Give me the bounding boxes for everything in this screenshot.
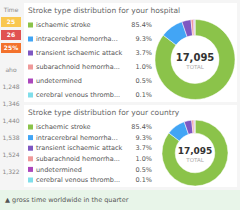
- legend-value: 1.0%: [135, 155, 152, 163]
- sidebar-number: 1,524: [2, 151, 19, 158]
- donut-slice: [162, 120, 228, 186]
- donut-slice: [193, 20, 194, 36]
- legend-label: undetermined: [36, 77, 82, 85]
- center-label: TOTAL: [185, 64, 204, 70]
- legend-swatch: [28, 146, 33, 151]
- legend-label: ischaemic stroke: [36, 21, 91, 29]
- chart-panel: Stroke type distribution for your hospit…: [24, 3, 237, 102]
- chart-title: Stroke type distribution for your countr…: [28, 108, 180, 117]
- legend-swatch: [28, 178, 33, 183]
- panel-background: [24, 3, 237, 102]
- footer-bar: [0, 190, 240, 210]
- legend-label: intracerebral hemorrha...: [36, 134, 118, 142]
- center-label: TOTAL: [185, 157, 204, 163]
- sidebar-number: aho: [5, 66, 16, 73]
- donut-slice: [191, 20, 194, 36]
- legend-swatch: [28, 37, 33, 42]
- legend-label: undetermined: [36, 166, 82, 174]
- background: [0, 0, 240, 210]
- dashboard: Time 25 26 25% aho 1,248 1,346 1,440 1,538 1,524 1…: [0, 0, 240, 210]
- sidebar-number: 1,346: [2, 100, 19, 107]
- legend-value: 1.0%: [135, 63, 152, 71]
- sidebar-label: 25%: [4, 44, 18, 51]
- legend-label: intracerebral hemorrha...: [36, 35, 118, 43]
- legend-label: subarachnoid hemorrha...: [36, 63, 120, 71]
- center-value: 17,095: [178, 146, 213, 156]
- legend-label: cerebral venous thromb...: [36, 91, 120, 99]
- donut-slice: [192, 120, 195, 133]
- sidebar-number: 1,322: [2, 168, 19, 175]
- donut: 17,095TOTAL: [162, 120, 228, 186]
- legend-value: 0.5%: [135, 166, 152, 174]
- legend-swatch: [28, 167, 33, 172]
- legend-value: 3.7%: [135, 144, 152, 152]
- donut-slice: [194, 120, 195, 133]
- sidebar-title: Time: [3, 6, 19, 13]
- legend-swatch: [28, 156, 33, 161]
- legend-value: 9.3%: [135, 35, 152, 43]
- legend-swatch: [28, 79, 33, 84]
- chart-panel: Stroke type distribution for your countr…: [24, 105, 237, 187]
- legend: ischaemic stroke 85.4% intracerebral hemor…: [28, 123, 152, 184]
- legend-value: 85.4%: [131, 21, 152, 29]
- legend-swatch: [28, 51, 33, 56]
- sidebar-box: [1, 43, 21, 53]
- chart-title: Stroke type distribution for your hospit…: [28, 6, 180, 15]
- sidebar-number: 1,248: [2, 83, 19, 90]
- legend-swatch: [28, 93, 33, 98]
- legend-value: 85.4%: [131, 123, 152, 131]
- panel-background: [24, 105, 237, 187]
- legend-label: transient ischaemic attack: [36, 49, 123, 57]
- footer: ▲ gross time worldwide in the quarter: [0, 190, 240, 210]
- legend-value: 0.1%: [135, 176, 152, 184]
- legend-swatch: [28, 125, 33, 130]
- legend-label: cerebral venous thromb...: [36, 176, 120, 184]
- legend-value: 3.7%: [135, 49, 152, 57]
- donut: 17,095TOTAL: [155, 20, 235, 100]
- legend-label: ischaemic stroke: [36, 123, 91, 131]
- sidebar-box: [1, 17, 21, 27]
- legend-swatch: [28, 135, 33, 140]
- sidebar-label: 25: [7, 18, 15, 25]
- footer-text: ▲ gross time worldwide in the quarter: [5, 196, 129, 204]
- sidebar: Time 25 26 25% aho 1,248 1,346 1,440 1,538 1,524 1…: [1, 6, 21, 175]
- legend-swatch: [28, 65, 33, 70]
- sidebar-label: 26: [7, 31, 15, 38]
- donut-slice: [155, 20, 235, 100]
- center-value: 17,095: [176, 52, 215, 63]
- legend-label: subarachnoid hemorrha...: [36, 155, 120, 163]
- legend-value: 0.1%: [135, 91, 152, 99]
- sidebar-box: [1, 30, 21, 40]
- legend: ischaemic stroke 85.4% intracerebral hemor…: [28, 21, 152, 99]
- sidebar-number: 1,538: [2, 134, 19, 141]
- legend-swatch: [28, 23, 33, 28]
- legend-label: transient ischaemic attack: [36, 144, 123, 152]
- legend-value: 0.5%: [135, 77, 152, 85]
- donut-slice: [194, 20, 195, 36]
- sidebar-number: 1,440: [2, 117, 19, 124]
- donut-slice: [182, 20, 193, 37]
- legend-value: 9.3%: [135, 134, 152, 142]
- donut-slice: [194, 120, 195, 133]
